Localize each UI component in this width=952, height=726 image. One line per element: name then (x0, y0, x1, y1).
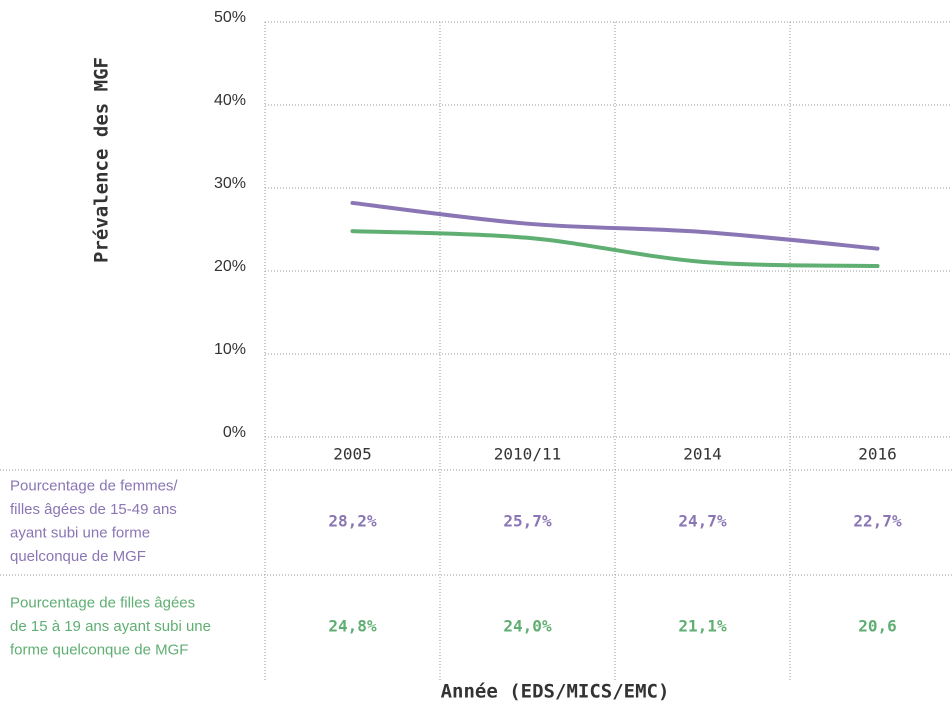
y-tick-label: 20% (214, 258, 246, 275)
row-label: Pourcentage de filles âgées (10, 594, 195, 611)
row-label: filles âgées de 15-49 ans (10, 501, 177, 518)
row-label: forme quelconque de MGF (10, 641, 188, 658)
x-axis-title: Année (EDS/MICS/EMC) (441, 681, 670, 703)
value-label: 24,0% (503, 617, 552, 636)
value-label: 20,6 (858, 617, 897, 636)
y-tick-label: 10% (214, 341, 246, 358)
series-line (350, 229, 880, 269)
value-label: 24,7% (678, 512, 727, 531)
value-label: 28,2% (328, 512, 377, 531)
y-tick-label: 50% (214, 9, 246, 26)
y-tick-label: 30% (214, 175, 246, 192)
y-tick-label: 40% (214, 92, 246, 109)
x-tick-label: 2010/11 (494, 445, 561, 464)
x-tick-label: 2005 (333, 445, 372, 464)
y-axis-title: Prévalence des MGF (91, 57, 113, 263)
value-label: 22,7% (853, 512, 902, 531)
row-label: Pourcentage de femmes/ (10, 478, 178, 495)
value-label: 21,1% (678, 617, 727, 636)
x-tick-label: 2016 (858, 445, 897, 464)
series-line (350, 200, 880, 251)
y-tick-label: 0% (223, 424, 246, 441)
row-label: quelconque de MGF (10, 548, 146, 565)
value-label: 24,8% (328, 617, 377, 636)
x-tick-label: 2014 (683, 445, 722, 464)
value-label: 25,7% (503, 512, 552, 531)
row-label: de 15 à 19 ans ayant subi une (10, 618, 211, 635)
row-label: ayant subi une forme (10, 525, 150, 542)
